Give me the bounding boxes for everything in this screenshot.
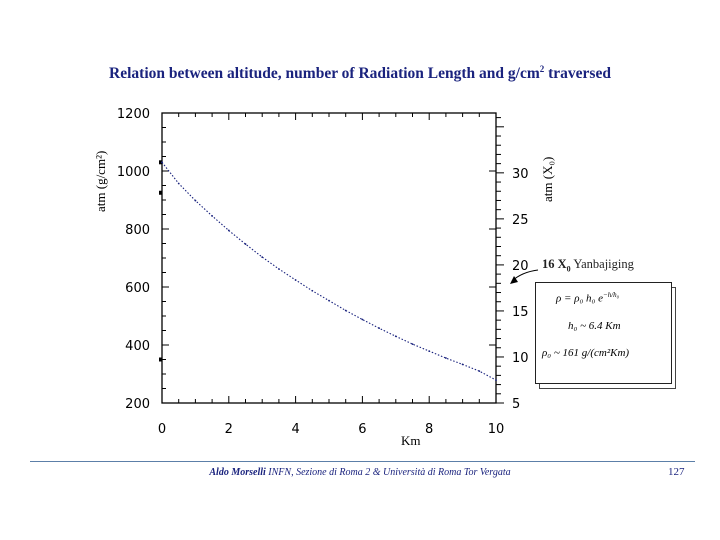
y-right-tick-label: 20 [512,259,529,274]
x-axis-label: Km [401,433,421,448]
yanbajing-label: 16 X0 Yanbajiging [542,257,634,274]
left-axis-ticks: 200 400 600 800 1000 1200 [117,107,496,412]
plot-frame [161,112,497,404]
data-point [378,327,380,330]
data-point [495,379,497,381]
data-point [244,243,247,245]
y-left-tick-label: 200 [125,397,150,412]
x-tick-label: 10 [488,422,505,437]
data-point [311,289,314,292]
slide-title: Relation between altitude, number of Rad… [109,64,611,83]
y-left-tick-label: 400 [125,339,150,354]
y-right-tick-label: 30 [512,167,529,182]
y-right-tick-label: 15 [512,305,529,320]
data-point [177,182,180,185]
data-point [294,279,297,281]
series-line [161,161,497,381]
data-point [194,199,197,202]
data-point [227,229,230,232]
footer-divider [30,461,695,462]
data-point [411,343,414,346]
formula-scale-height: h₀ ~ 6.4 Km [568,320,621,332]
x-tick-label: 0 [158,422,166,437]
y-left-tick-label: 1200 [117,107,150,122]
data-point [211,215,214,217]
left-axis-marker [159,190,162,195]
y-left-tick-label: 600 [125,281,150,296]
formula-rho0: ρ₀ ~ 161 g/(cm²Km) [542,347,630,359]
left-axis-marker [159,160,162,165]
x-tick-label: 6 [358,422,366,437]
data-point [261,256,264,259]
formula-density: ρ = ρ₀ h₀ e−h/h₀ [556,291,620,305]
y-left-tick-label: 800 [125,223,150,238]
data-point [445,357,447,359]
y-right-tick-label: 25 [512,213,529,228]
data-point [461,363,464,366]
data-point [344,309,347,312]
annotation-arrow [510,269,539,284]
data-point [428,350,431,352]
data-point [328,299,330,302]
footer-credit: Aldo Morselli INFN, Sezione di Roma 2 & … [209,467,511,478]
data-series [161,161,497,381]
x-axis-ticks: 0 2 4 6 8 10 [158,113,504,437]
data-point [161,161,163,164]
x-tick-label: 4 [291,422,299,437]
data-point [278,268,280,270]
y-right-tick-label: 5 [512,397,520,412]
formula-box: ρ = ρ₀ h₀ e−h/h₀ h₀ ~ 6.4 Km ρ₀ ~ 161 g/… [535,282,672,384]
data-point [478,370,481,372]
data-point [394,335,397,338]
left-axis-marker [159,357,162,362]
data-point [361,318,364,321]
page-number: 127 [668,466,685,478]
y-axis-left-label: atm (g/cm²) [93,150,108,212]
x-tick-label: 2 [225,422,233,437]
right-axis-ticks: 5 10 15 20 25 30 [496,117,529,412]
y-left-tick-label: 1000 [117,165,150,180]
y-right-tick-label: 10 [512,351,529,366]
x-tick-label: 8 [425,422,433,437]
y-axis-right-label: atm (X₀) [540,156,555,202]
